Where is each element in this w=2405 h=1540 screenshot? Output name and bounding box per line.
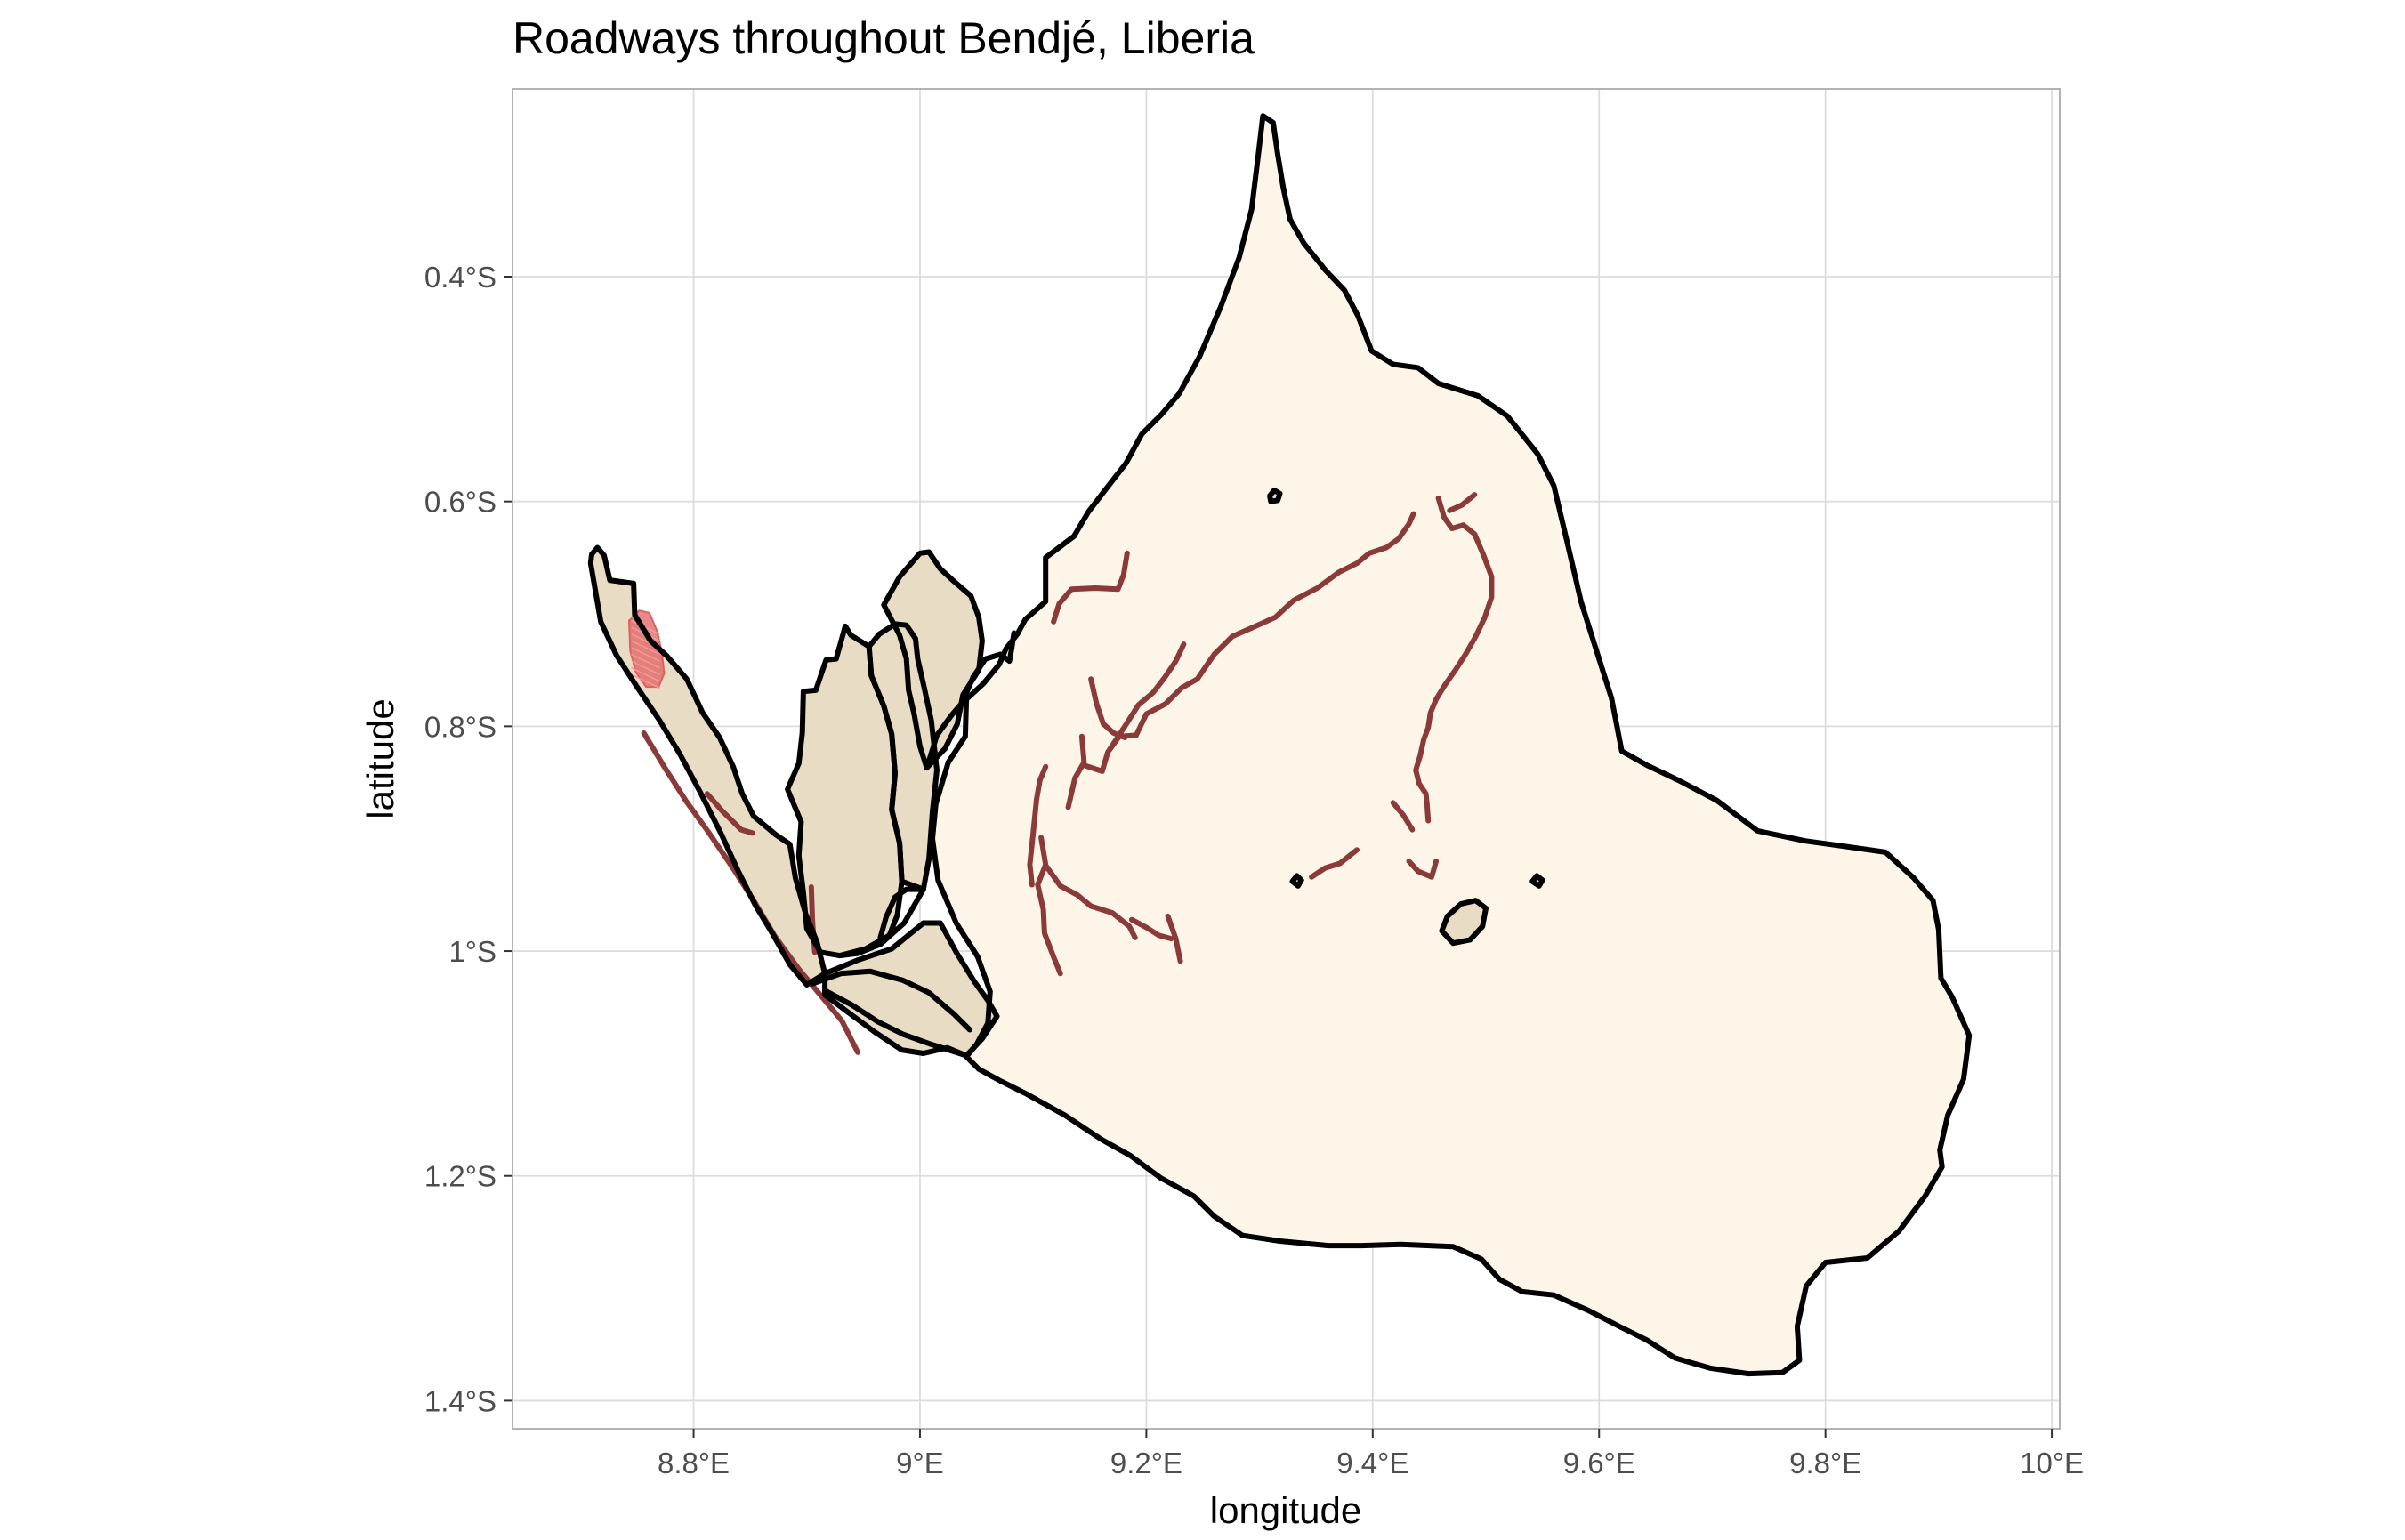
road-segment [1309, 847, 1360, 880]
y-tick-label: 0.6°S [424, 486, 496, 519]
x-tick-label: 9.2°E [1110, 1447, 1182, 1480]
y-tick-label: 1.4°S [424, 1384, 496, 1417]
x-tick-label: 9.6°E [1563, 1447, 1635, 1480]
x-axis-ticks: 8.8°E 9°E 9.2°E 9.4°E 9.6°E 9.8°E 10°E [658, 1429, 2084, 1480]
urban-street [631, 653, 660, 669]
urban-street [631, 660, 660, 675]
main-region-fill [932, 116, 1970, 1375]
sub-region-fill [787, 625, 902, 956]
road-segment [1128, 916, 1174, 942]
x-tick-label: 8.8°E [658, 1447, 730, 1480]
panel-border [512, 88, 2061, 1430]
road-segment [1107, 641, 1187, 752]
road-segment [1390, 800, 1416, 833]
district-boundary [822, 988, 970, 1059]
y-tick-label: 0.4°S [424, 261, 496, 294]
district-boundary [836, 886, 926, 959]
x-tick-label: 9.8°E [1789, 1447, 1861, 1480]
urban-street [631, 619, 660, 635]
road-segment [1447, 492, 1478, 513]
sub-region-outline [1439, 898, 1489, 947]
road-segment [1051, 550, 1130, 625]
road-segment [1027, 763, 1049, 888]
urban-street [631, 647, 660, 662]
y-axis-title: latitude [359, 698, 401, 818]
x-axis-title: longitude [1210, 1489, 1361, 1531]
sub-region-outline [587, 544, 828, 988]
main-region-outline [930, 113, 1973, 1377]
urban-street [631, 667, 660, 682]
sub-region-fill [825, 923, 997, 1056]
sub-region-outline [822, 920, 1000, 1059]
road-segment [1088, 676, 1128, 740]
district-boundary [877, 886, 926, 940]
road-segment [1406, 859, 1440, 880]
road-segment [1165, 913, 1183, 964]
sub-region-outline [1289, 873, 1304, 889]
urban-street [631, 673, 660, 689]
sub-region-outline [866, 621, 940, 892]
y-tick-label: 0.8°S [424, 710, 496, 743]
region-outlines [587, 113, 1973, 1377]
sub-region-outline [1267, 488, 1283, 504]
district-boundary [810, 968, 972, 1033]
road-segment [704, 791, 755, 836]
x-tick-label: 10°E [2020, 1447, 2084, 1480]
urban-street [631, 640, 660, 656]
road-segment [1082, 511, 1416, 774]
road-segment [1065, 733, 1087, 810]
sub-region-outline [1529, 873, 1545, 889]
y-tick-label: 1.2°S [424, 1160, 496, 1193]
x-tick-label: 9°E [896, 1447, 944, 1480]
y-axis-ticks: 0.4°S 0.6°S 0.8°S 1°S 1.2°S 1.4°S [424, 261, 512, 1417]
road-segment [1413, 495, 1495, 824]
map-regions [590, 116, 1970, 1375]
chart-title: Roadways throughout Bendjé, Liberia [512, 13, 1255, 63]
district-boundary [924, 697, 968, 771]
road-segment [1044, 864, 1138, 940]
district-boundary [961, 630, 1017, 701]
x-tick-label: 9.4°E [1336, 1447, 1408, 1480]
y-tick-label: 1°S [448, 935, 496, 968]
